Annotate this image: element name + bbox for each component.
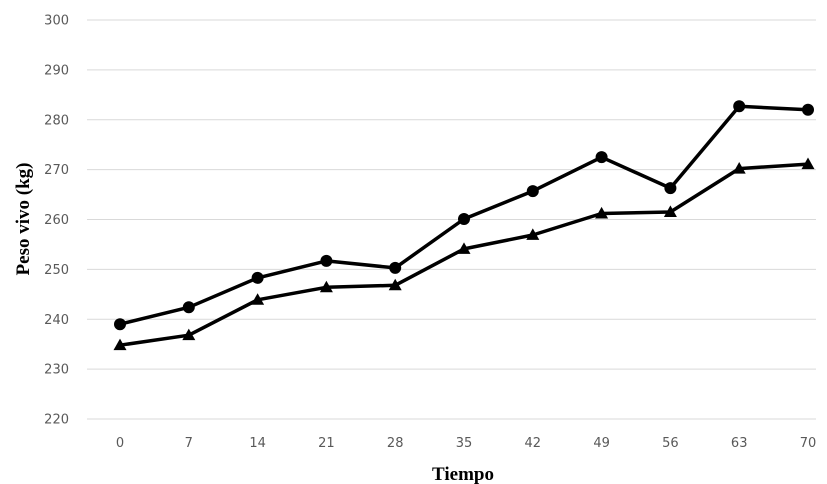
y-tick-label-270: 270 <box>44 163 69 178</box>
x-tick-label-21: 21 <box>318 436 335 451</box>
series-2-point-70 <box>801 157 815 170</box>
series-2-point-0 <box>113 338 127 351</box>
series-1-point-21 <box>320 254 333 267</box>
y-tick-label-300: 300 <box>44 14 69 29</box>
x-axis-title: Tiempo <box>432 464 494 484</box>
series-1-point-0 <box>114 318 126 331</box>
y-axis-tick-labels: 220 230 240 250 260 270 280 290 300 <box>44 14 69 428</box>
x-tick-label-70: 70 <box>800 436 817 451</box>
series-2-point-21 <box>319 280 333 293</box>
series-2-point-56 <box>663 205 677 217</box>
series-2-point-7 <box>182 328 196 341</box>
series-2-point-14 <box>251 293 265 305</box>
gridlines <box>87 19 816 420</box>
x-tick-label-7: 7 <box>185 436 193 451</box>
series-1 <box>114 100 814 331</box>
x-axis-tick-labels: 0 7 14 21 28 35 42 49 56 63 70 <box>116 436 816 451</box>
series-group <box>113 100 815 351</box>
x-tick-label-56: 56 <box>662 436 679 451</box>
x-tick-label-28: 28 <box>387 436 404 451</box>
series-2-point-35 <box>457 242 471 254</box>
series-1-point-70 <box>802 103 814 116</box>
series-2-point-49 <box>595 206 609 219</box>
series-1-point-28 <box>389 261 402 274</box>
y-axis-title: Peso vivo (kg) <box>13 163 34 276</box>
series-2-point-28 <box>388 278 402 291</box>
series-2-line <box>119 162 809 347</box>
x-tick-label-0: 0 <box>116 436 124 451</box>
series-1-point-56 <box>664 182 677 195</box>
x-tick-label-63: 63 <box>731 436 748 451</box>
series-2-point-63 <box>732 162 746 174</box>
series-1-point-7 <box>182 301 195 314</box>
series-1-point-42 <box>526 185 539 198</box>
y-tick-label-260: 260 <box>44 213 69 228</box>
y-tick-label-280: 280 <box>44 113 69 128</box>
x-tick-label-49: 49 <box>593 436 610 451</box>
y-tick-label-250: 250 <box>44 263 69 278</box>
y-tick-label-290: 290 <box>44 63 69 78</box>
x-tick-label-14: 14 <box>249 436 266 451</box>
series-2-point-42 <box>526 228 540 240</box>
series-1-point-49 <box>595 151 608 164</box>
x-tick-label-35: 35 <box>456 436 473 451</box>
series-2 <box>113 157 815 351</box>
y-tick-label-230: 230 <box>44 363 69 378</box>
series-1-point-14 <box>251 271 264 284</box>
y-tick-label-220: 220 <box>44 413 69 428</box>
series-1-point-35 <box>458 213 470 226</box>
series-1-point-63 <box>733 100 746 113</box>
y-tick-label-240: 240 <box>44 313 69 328</box>
x-tick-label-42: 42 <box>525 436 542 451</box>
